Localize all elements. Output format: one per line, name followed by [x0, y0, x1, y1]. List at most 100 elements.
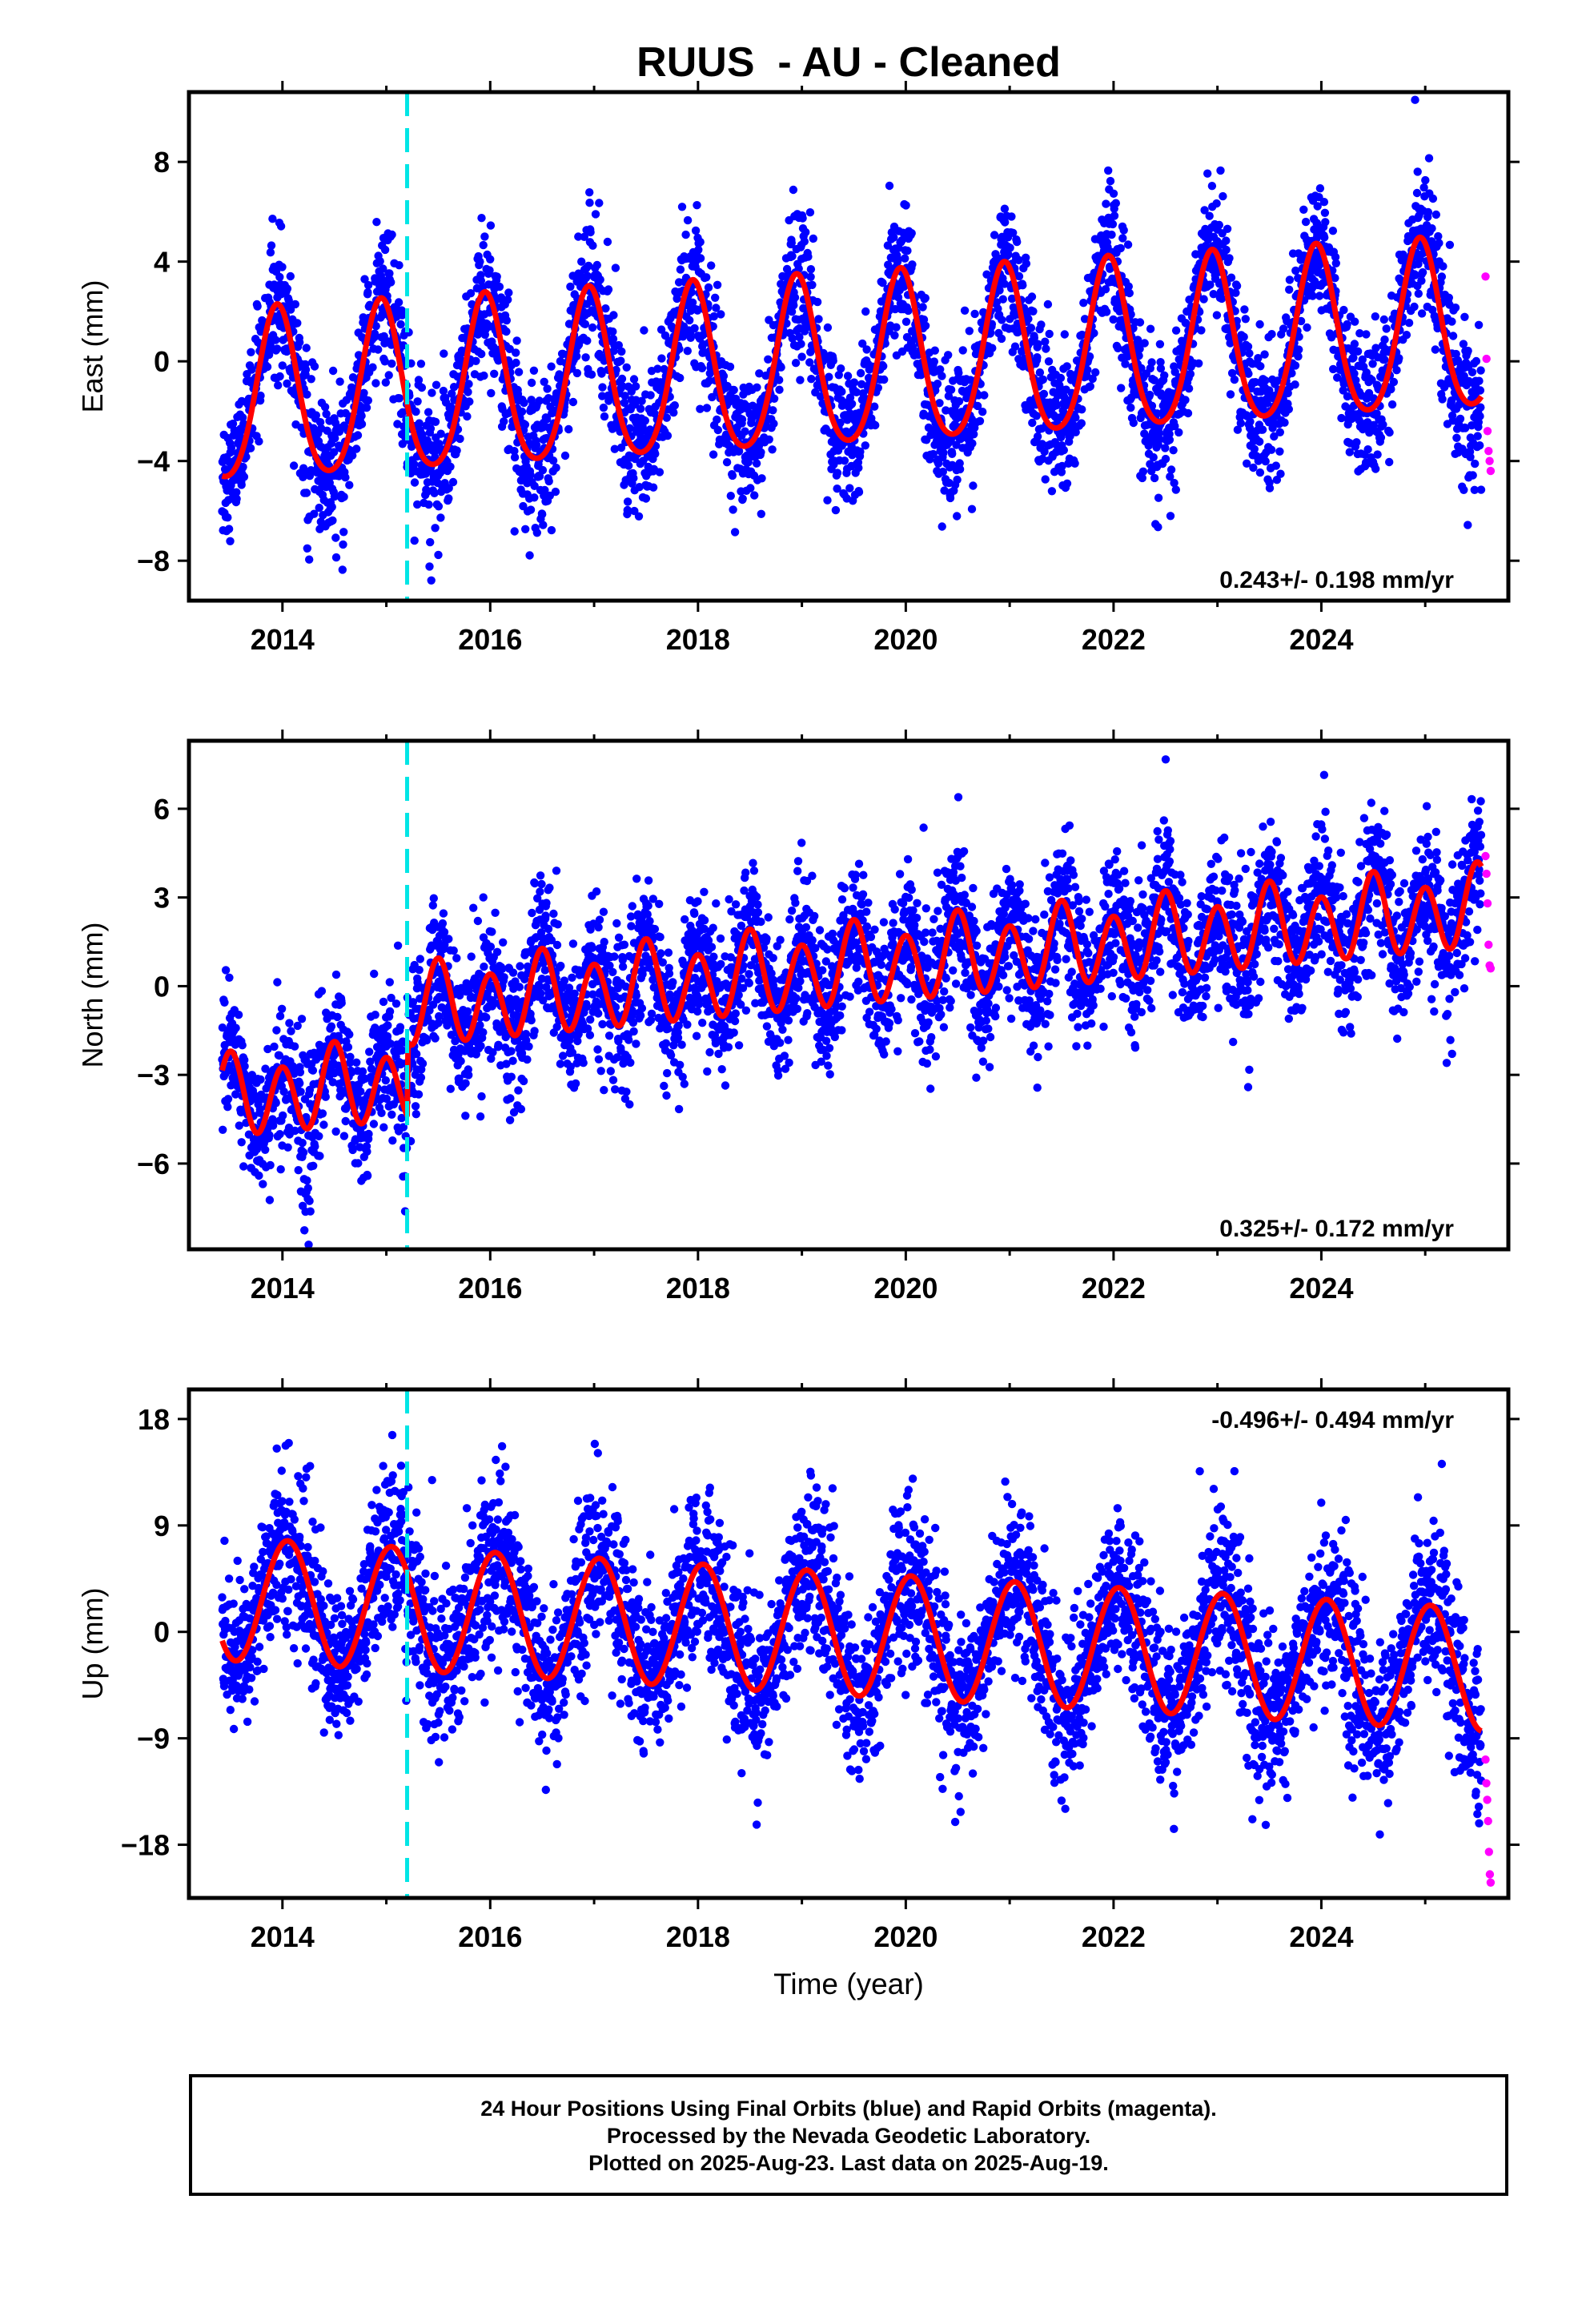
final-orbit-point — [540, 377, 548, 386]
final-orbit-point — [757, 509, 765, 518]
final-orbit-point — [717, 310, 725, 319]
final-orbit-point — [1258, 425, 1267, 434]
final-orbit-point — [393, 941, 403, 951]
final-orbit-point — [852, 388, 861, 396]
final-orbit-point — [520, 420, 530, 429]
final-orbit-point — [592, 260, 601, 270]
final-orbit-point — [1240, 305, 1249, 314]
final-orbit-point — [1445, 240, 1455, 249]
final-orbit-point — [1222, 245, 1231, 255]
final-orbit-point — [797, 352, 806, 361]
final-orbit-point — [272, 344, 282, 353]
final-orbit-point — [410, 536, 419, 545]
final-orbit-point — [568, 397, 578, 407]
final-orbit-point — [1047, 487, 1057, 496]
final-orbit-point — [331, 533, 340, 542]
final-orbit-point — [307, 375, 315, 384]
final-orbit-point — [586, 227, 595, 237]
final-orbit-point — [998, 295, 1008, 304]
final-orbit-point — [309, 1161, 318, 1171]
final-orbit-point — [608, 327, 617, 336]
final-orbit-point — [238, 413, 247, 422]
final-orbit-point — [1032, 412, 1041, 420]
final-orbit-point — [709, 312, 718, 321]
final-orbit-point — [1207, 182, 1217, 191]
final-orbit-point — [379, 997, 388, 1007]
final-orbit-point — [1119, 226, 1128, 235]
final-orbit-point — [1379, 315, 1389, 324]
final-orbit-point — [356, 1087, 365, 1096]
final-orbit-point — [1418, 267, 1427, 277]
final-orbit-point — [646, 391, 655, 400]
final-orbit-point — [1037, 320, 1046, 329]
final-orbit-point — [261, 1145, 270, 1155]
final-orbit-point — [622, 363, 631, 372]
x-tick-label: 2024 — [1289, 623, 1353, 656]
final-orbit-point — [614, 340, 623, 350]
final-orbit-point — [1475, 376, 1484, 385]
final-orbit-point — [883, 241, 893, 250]
final-orbit-point — [600, 412, 609, 421]
final-orbit-point — [1000, 204, 1010, 213]
final-orbit-point — [431, 417, 440, 426]
final-orbit-point — [907, 229, 916, 238]
final-orbit-point — [597, 369, 606, 378]
final-orbit-point — [797, 340, 805, 348]
final-orbit-point — [1121, 360, 1130, 368]
final-orbit-point — [856, 447, 865, 456]
final-orbit-point — [1301, 217, 1311, 227]
final-orbit-point — [967, 505, 977, 513]
final-orbit-point — [376, 271, 385, 280]
final-orbit-point — [1107, 230, 1116, 239]
final-orbit-point — [564, 424, 573, 434]
final-orbit-point — [1476, 386, 1485, 395]
final-orbit-point — [319, 1120, 328, 1129]
final-orbit-point — [375, 257, 384, 266]
final-orbit-point — [225, 973, 234, 983]
final-orbit-point — [1223, 224, 1232, 233]
final-orbit-point — [725, 362, 735, 372]
final-orbit-point — [729, 505, 737, 514]
final-orbit-point — [477, 214, 486, 223]
final-orbit-point — [393, 420, 402, 428]
final-orbit-point — [879, 362, 888, 371]
final-orbit-point — [380, 357, 389, 366]
final-orbit-point — [538, 465, 548, 475]
final-orbit-point — [790, 293, 800, 302]
final-orbit-point — [1392, 366, 1401, 375]
final-orbit-point — [1070, 459, 1079, 468]
final-orbit-point — [322, 409, 331, 419]
final-orbit-point — [804, 252, 813, 261]
final-orbit-point — [719, 372, 729, 380]
final-orbit-point — [1045, 329, 1054, 339]
final-orbit-point — [1414, 289, 1423, 298]
final-orbit-point — [1060, 330, 1070, 339]
final-orbit-point — [371, 1011, 379, 1019]
final-orbit-point — [287, 1027, 295, 1035]
final-orbit-point — [599, 403, 608, 412]
final-orbit-point — [1385, 457, 1394, 467]
final-orbit-point — [266, 248, 275, 257]
final-orbit-point — [713, 280, 722, 289]
final-orbit-point — [861, 307, 870, 316]
final-orbit-point — [1079, 299, 1088, 308]
final-orbit-point — [290, 1042, 299, 1051]
final-orbit-point — [1456, 414, 1465, 424]
final-orbit-point — [1203, 169, 1212, 178]
final-orbit-point — [933, 380, 942, 388]
final-orbit-point — [1183, 408, 1193, 418]
final-orbit-point — [1339, 305, 1348, 315]
final-orbit-point — [1319, 198, 1329, 207]
final-orbit-point — [363, 1172, 372, 1180]
final-orbit-point — [223, 513, 232, 522]
final-orbit-point — [969, 481, 978, 490]
final-orbit-point — [247, 348, 255, 356]
final-orbit-point — [365, 1047, 374, 1056]
final-orbit-point — [1438, 395, 1447, 404]
final-orbit-point — [1129, 418, 1138, 428]
y-tick-label: 4 — [154, 246, 170, 279]
final-orbit-point — [702, 404, 712, 412]
final-orbit-point — [416, 955, 424, 963]
final-orbit-point — [693, 306, 702, 315]
